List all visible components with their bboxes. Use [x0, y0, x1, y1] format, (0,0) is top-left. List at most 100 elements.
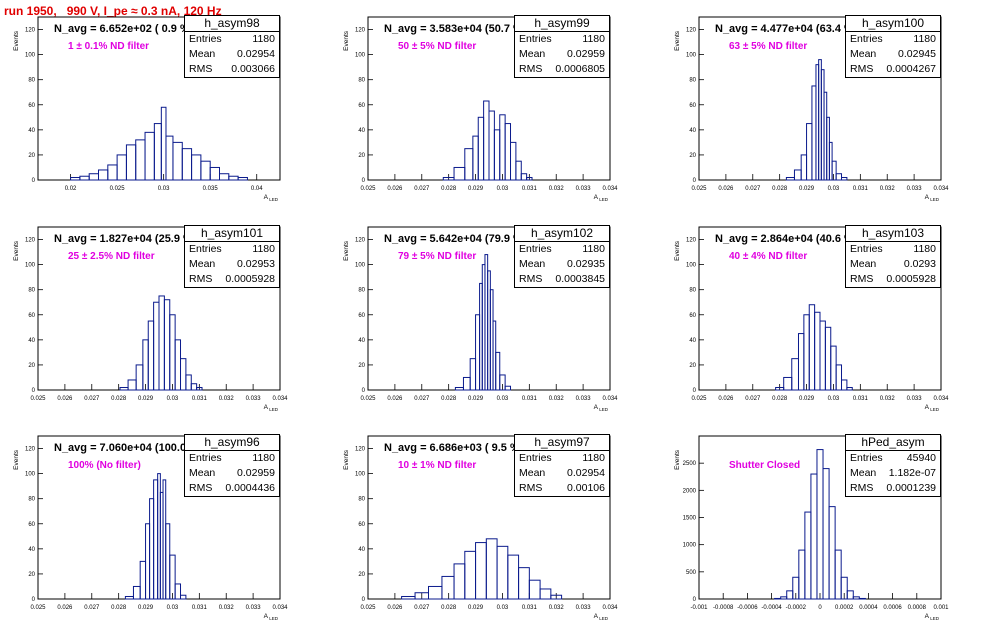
stat-value: 0.0006805: [555, 63, 605, 75]
histogram-name: h_asym99: [515, 16, 609, 32]
histogram-plot: Events A LED 0 20 40 60 80 100 120 0.025 0.026 0.02…: [343, 16, 618, 202]
histogram-bin: [147, 320, 155, 391]
histogram-bin: [495, 351, 501, 391]
y-tick-label: 1000: [683, 543, 697, 549]
x-tick-label: 0.029: [468, 605, 484, 611]
histogram-bin: [116, 154, 127, 181]
x-tick-label: 0.033: [907, 186, 923, 192]
stat-value: 0.003066: [231, 63, 275, 75]
x-tick-label: 0.028: [111, 605, 127, 611]
histogram-bin: [88, 173, 99, 181]
y-tick-label: 80: [358, 497, 365, 503]
y-tick-label: 60: [28, 313, 35, 319]
y-tick-label: 80: [689, 288, 696, 294]
x-tick-label: 0.03: [497, 186, 509, 192]
x-tick-label: 0.029: [138, 605, 154, 611]
y-tick-label: 20: [358, 363, 365, 369]
histogram-bin: [858, 597, 866, 600]
y-axis-label: Events: [13, 449, 20, 470]
histogram-bin: [780, 596, 788, 600]
stat-row: Entries 1180: [846, 32, 940, 47]
y-tick-label: 20: [689, 363, 696, 369]
x-tick-label: 0.028: [772, 396, 788, 402]
histogram-bin: [483, 100, 490, 181]
x-tick-label: 0.026: [387, 605, 403, 611]
histogram-bin: [174, 339, 182, 391]
stat-value: 0.0004267: [886, 63, 936, 75]
y-tick-label: 40: [358, 128, 365, 134]
histogram-bin: [804, 511, 812, 600]
stat-value: 1.182e-07: [888, 467, 936, 479]
y-tick-label: 60: [358, 313, 365, 319]
y-tick-label: 80: [28, 78, 35, 84]
x-axis-label: A LED: [925, 404, 940, 412]
y-tick-label: 0: [693, 178, 697, 184]
y-axis-label: Events: [674, 449, 681, 470]
histogram-bin: [160, 106, 167, 181]
histogram-bin: [803, 314, 810, 391]
histogram-name: h_asym102: [515, 226, 609, 242]
x-tick-label: 0.029: [468, 396, 484, 402]
histogram-bin: [469, 358, 477, 391]
histogram-panel: Events A LED 0 20 40 60 80 100 120 0.025 0.026 0.02…: [10, 225, 292, 420]
histogram-bin: [441, 575, 455, 600]
histogram-bin: [528, 579, 541, 600]
x-axis-label: A LED: [264, 194, 279, 202]
y-tick-label: 100: [686, 53, 697, 59]
x-tick-label: 0.033: [246, 396, 262, 402]
y-tick-label: 40: [28, 338, 35, 344]
histogram-bin: [830, 345, 837, 391]
stat-key: RMS: [519, 482, 543, 494]
stat-row: Entries 1180: [185, 32, 279, 47]
x-tick-label: 0.03: [497, 396, 509, 402]
x-axis-label: A LED: [594, 404, 609, 412]
x-tick-label: 0.027: [84, 396, 100, 402]
x-tick-label: 0.033: [907, 396, 923, 402]
x-tick-label: 0.033: [576, 605, 592, 611]
navg-label: N_avg = 6.652e+02 ( 0.9 %): [54, 23, 194, 35]
histogram-bin: [499, 374, 506, 391]
histogram-bin: [828, 506, 836, 600]
navg-label: N_avg = 2.864e+04 (40.6 %): [715, 233, 858, 245]
histogram-bin: [774, 597, 782, 600]
histogram-bin: [550, 594, 563, 600]
stat-key: RMS: [189, 63, 213, 75]
navg-label: N_avg = 1.827e+04 (25.9 %): [54, 233, 197, 245]
histogram-bin: [158, 295, 165, 391]
y-tick-label: 0: [362, 388, 366, 394]
x-tick-label: 0.034: [602, 396, 618, 402]
stat-key: RMS: [850, 63, 874, 75]
histogram-bin: [79, 175, 90, 181]
x-tick-label: 0.027: [745, 396, 761, 402]
histogram-bin: [846, 386, 853, 391]
histogram-name: h_asym96: [185, 435, 279, 451]
y-tick-label: 80: [28, 497, 35, 503]
y-tick-label: 40: [28, 128, 35, 134]
stat-value: 1180: [582, 452, 605, 464]
x-tick-label: 0.026: [718, 186, 734, 192]
histogram-bin: [808, 304, 816, 391]
stat-key: Mean: [189, 48, 216, 60]
y-tick-label: 120: [25, 28, 36, 34]
stat-key: RMS: [189, 273, 213, 285]
x-tick-label: 0.033: [576, 396, 592, 402]
histogram-bin: [475, 542, 487, 600]
histogram-bin: [181, 148, 193, 181]
y-tick-label: 20: [358, 153, 365, 159]
x-tick-label: 0.032: [549, 186, 565, 192]
stats-box: h_asym97 Entries 1180 Mean 0.02954 RMS 0.00106: [514, 434, 610, 497]
stat-key: Mean: [519, 48, 546, 60]
histogram-bin: [98, 169, 109, 181]
x-tick-label: 0.04: [251, 186, 263, 192]
histogram-plot: Events A LED 0 20 40 60 80 100 120 0.025 0.026 0.02…: [13, 435, 288, 621]
histogram-bin: [791, 358, 799, 391]
stat-row: Mean 0.02954: [515, 466, 609, 481]
x-tick-label: 0.03: [497, 605, 509, 611]
histogram-bin: [822, 468, 830, 600]
stats-box: h_asym102 Entries 1180 Mean 0.02935 RMS 0.0003…: [514, 225, 610, 288]
stat-row: Entries 1180: [515, 451, 609, 466]
histogram-name: h_asym97: [515, 435, 609, 451]
x-tick-label: 0.0002: [835, 605, 854, 611]
stat-key: Entries: [850, 452, 883, 464]
y-tick-label: 100: [355, 53, 366, 59]
